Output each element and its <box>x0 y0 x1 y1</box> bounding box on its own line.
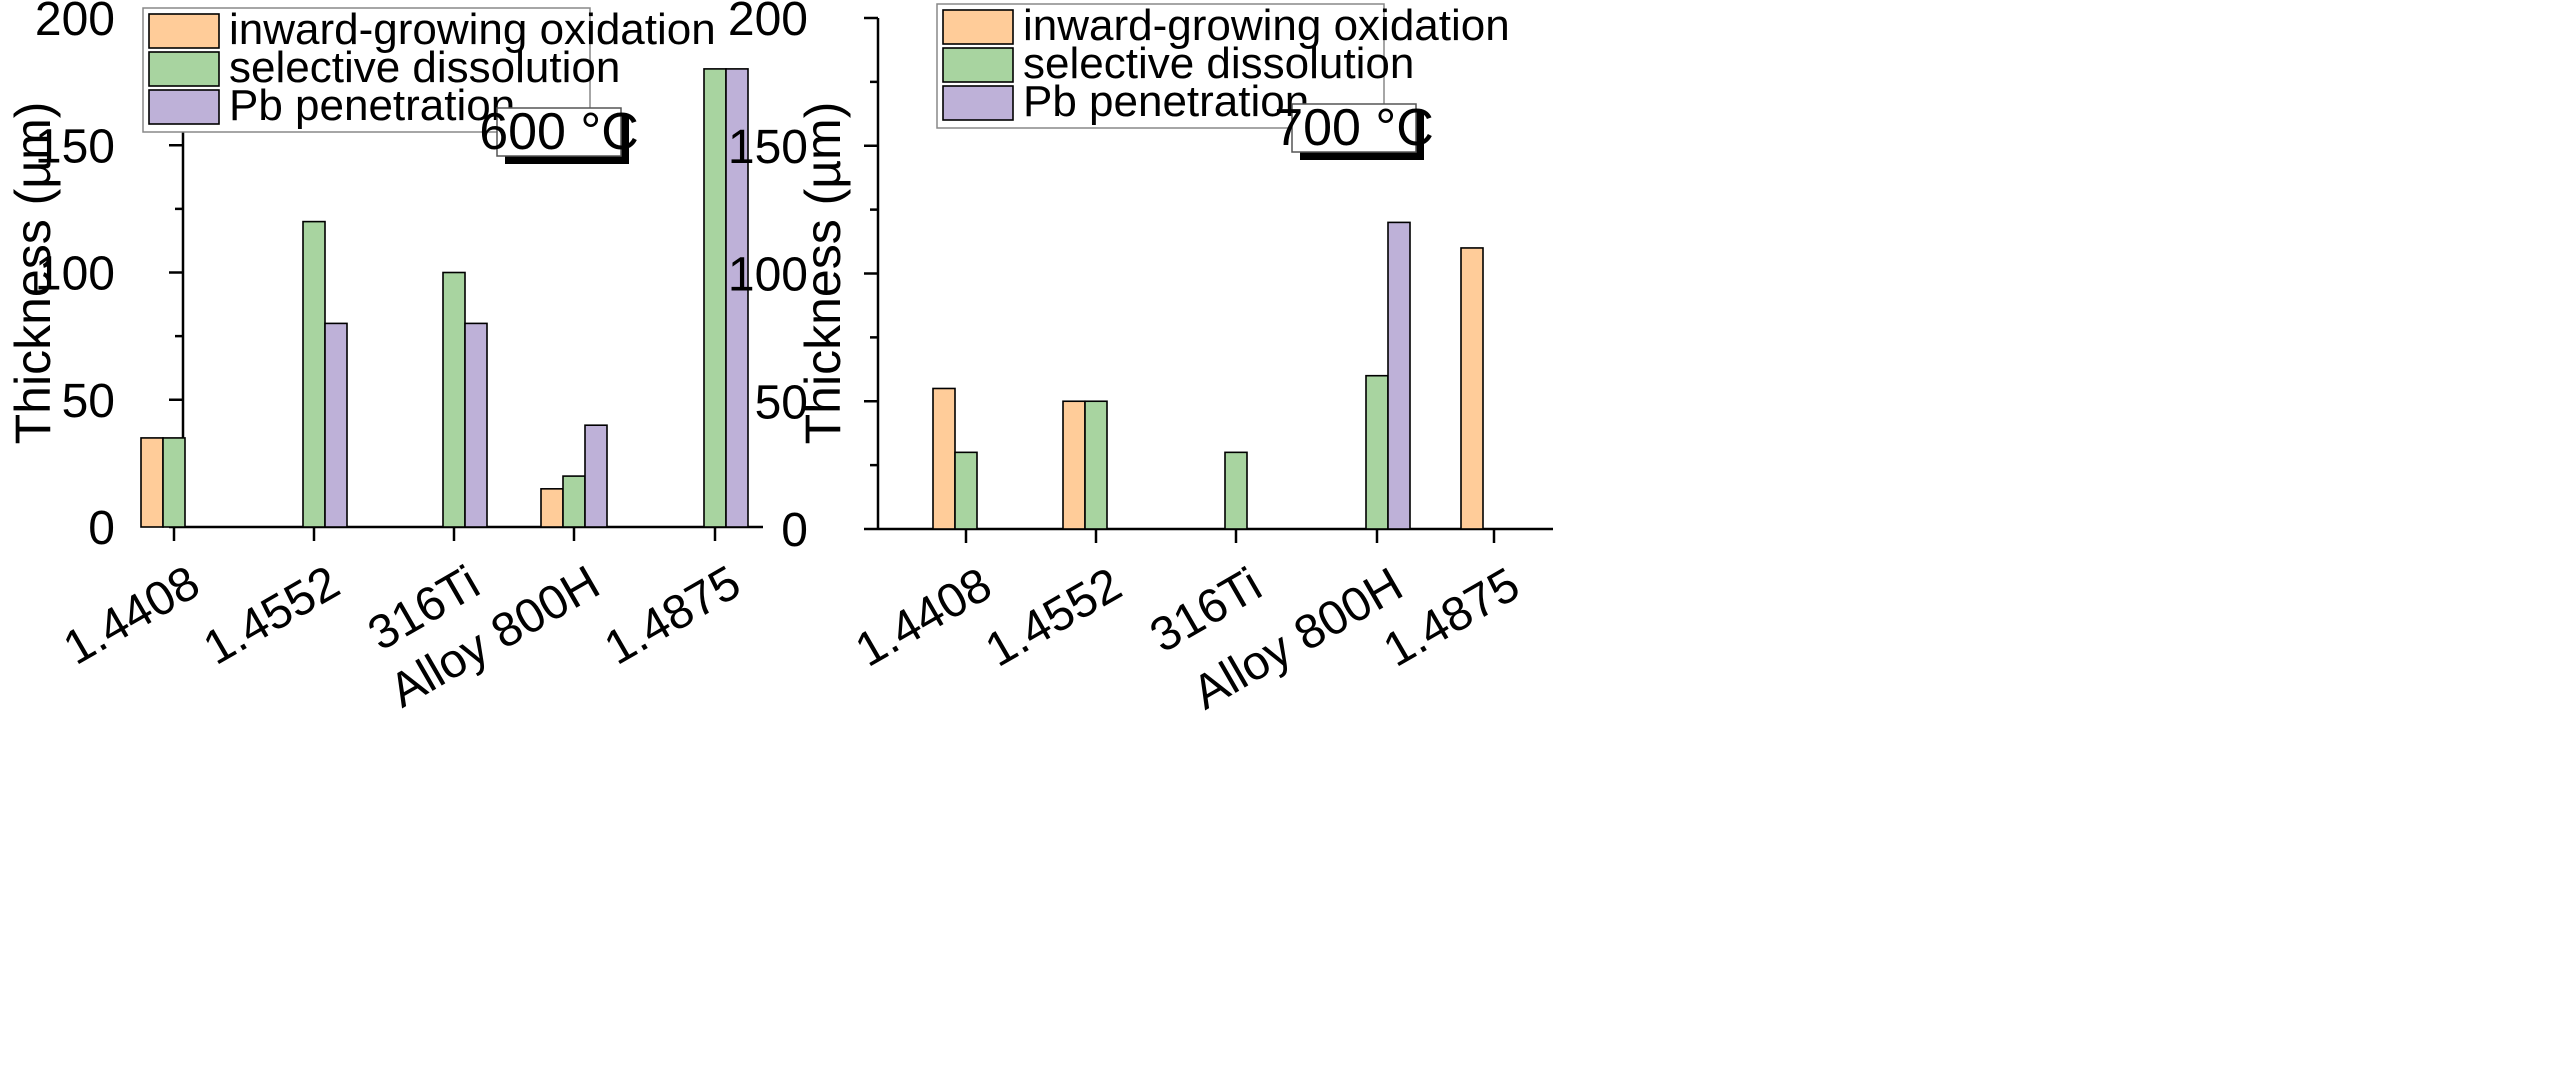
y-tick-label: 100 <box>728 249 808 302</box>
x-tick-label: 1.4552 <box>195 556 349 675</box>
legend-label: Pb penetration <box>1023 77 1309 126</box>
legend-swatch <box>942 85 1014 121</box>
legend-swatch <box>942 9 1014 45</box>
legend-swatch <box>148 89 220 125</box>
bar-selective-dissolution-1.4408 <box>162 437 186 528</box>
bar-selective-dissolution-1.4552 <box>1084 400 1108 530</box>
bar-selective-dissolution-1.4408 <box>954 451 978 530</box>
y-tick-label: 50 <box>755 376 808 429</box>
y-tick-label: 50 <box>62 375 115 428</box>
bar-selective-dissolution-alloy-800h <box>562 475 586 528</box>
y-tick-label: 150 <box>35 120 115 173</box>
legend-swatch <box>942 47 1014 83</box>
y-axis-title: Thickness (µm) <box>795 102 851 445</box>
bar-pb-penetration-316ti <box>464 322 488 528</box>
temperature-label: 700 °C <box>1274 99 1434 157</box>
bar-selective-dissolution-316ti <box>1224 451 1248 530</box>
legend-swatch <box>148 13 220 49</box>
bar-inward-growing-oxidation-1.4408 <box>140 437 164 528</box>
legend-label: inward-growing oxidation <box>229 5 716 54</box>
x-tick-label: 1.4408 <box>847 558 1001 677</box>
bar-pb-penetration-1.4875 <box>725 68 749 528</box>
temperature-annotation: 700 °C <box>1274 99 1434 160</box>
x-tick-label: 1.4875 <box>596 556 750 675</box>
bar-selective-dissolution-316ti <box>442 271 466 528</box>
bar-selective-dissolution-alloy-800h <box>1365 374 1389 530</box>
temperature-label: 600 °C <box>479 103 639 161</box>
annotation-box <box>496 107 622 157</box>
x-tick-label: 1.4552 <box>977 558 1131 677</box>
bar-inward-growing-oxidation-alloy-800h <box>540 488 564 528</box>
y-tick-label: 200 <box>728 0 808 46</box>
bar-inward-growing-oxidation-1.4552 <box>1062 400 1086 530</box>
y-tick-label: 0 <box>781 504 808 557</box>
bar-inward-growing-oxidation-1.4408 <box>932 387 956 530</box>
bar-pb-penetration-alloy-800h <box>584 424 608 528</box>
bar-selective-dissolution-1.4875 <box>703 68 727 528</box>
bar-inward-growing-oxidation-1.4875 <box>1460 247 1484 530</box>
x-tick-label: 1.4875 <box>1375 558 1529 677</box>
bar-pb-penetration-alloy-800h <box>1387 221 1411 530</box>
legend-label: Pb penetration <box>229 81 515 130</box>
y-tick-label: 0 <box>88 502 115 555</box>
legend-label: inward-growing oxidation <box>1023 1 1510 50</box>
legend-label: selective dissolution <box>229 43 620 92</box>
bar-pb-penetration-1.4552 <box>324 322 348 528</box>
bar-selective-dissolution-1.4552 <box>302 220 326 528</box>
y-tick-label: 100 <box>35 248 115 301</box>
temperature-annotation: 600 °C <box>479 103 639 164</box>
annotation-box <box>1291 103 1417 153</box>
legend-label: selective dissolution <box>1023 39 1414 88</box>
y-tick-label: 150 <box>728 121 808 174</box>
x-tick-label: 1.4408 <box>55 556 209 675</box>
y-axis-title: Thickness (µm) <box>5 102 61 445</box>
y-tick-label: 200 <box>35 0 115 46</box>
legend-swatch <box>148 51 220 87</box>
